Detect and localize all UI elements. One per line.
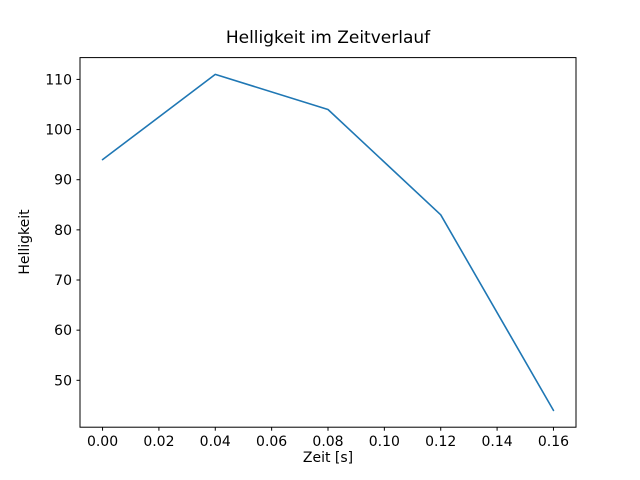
x-tick-label: 0.04 <box>200 434 231 450</box>
plot-spines <box>79 57 577 428</box>
chart-title: Helligkeit im Zeitverlauf <box>225 28 431 48</box>
y-tick-label: 50 <box>54 373 72 389</box>
x-tick-label: 0.06 <box>256 434 287 450</box>
x-tick-label: 0.14 <box>482 434 513 450</box>
x-tick-label: 0.16 <box>538 434 569 450</box>
y-tick-label: 110 <box>45 72 72 88</box>
x-tick-label: 0.12 <box>425 434 456 450</box>
y-tick-label: 70 <box>54 273 72 289</box>
y-tick-label: 90 <box>54 173 72 189</box>
y-tick-label: 100 <box>45 123 72 139</box>
x-axis-label: Zeit [s] <box>302 450 354 466</box>
x-tick-label: 0.10 <box>369 434 400 450</box>
x-tick-label: 0.02 <box>143 434 174 450</box>
y-tick-label: 80 <box>54 223 72 239</box>
data-line-series <box>101 73 555 412</box>
x-tick-label: 0.08 <box>312 434 343 450</box>
y-tick-label: 60 <box>54 323 72 339</box>
x-tick-label: 0.00 <box>87 434 118 450</box>
